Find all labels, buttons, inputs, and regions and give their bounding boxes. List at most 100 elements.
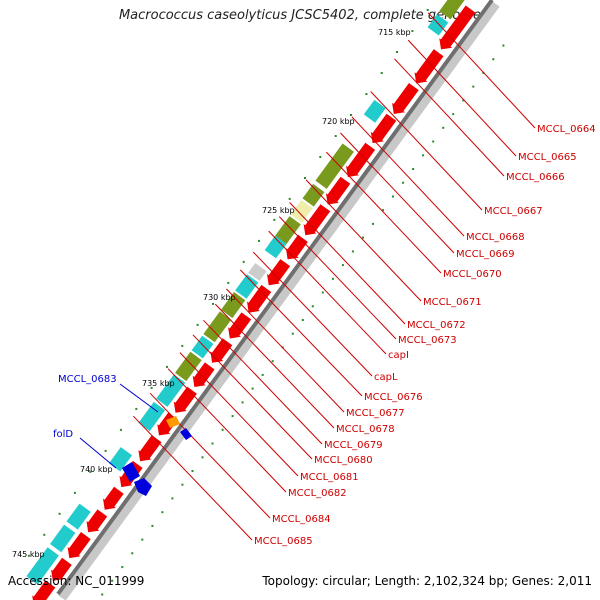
connector-line: [192, 334, 313, 460]
gene-label-mccl-0669: MCCL_0669: [456, 249, 515, 260]
gene-label-mccl-0680: MCCL_0680: [314, 455, 373, 466]
tick-dot: [331, 277, 334, 280]
kbp-label-745: 745 kbp: [12, 550, 45, 559]
tick-dot: [141, 538, 144, 541]
tick-dot: [171, 497, 174, 500]
feature-box-7: [264, 235, 287, 259]
forward-cds-2: [392, 83, 419, 114]
tick-dot: [191, 470, 194, 472]
gene-mccl-0683-feature: [166, 416, 180, 428]
connector-line: [394, 58, 505, 177]
right-gene-labels: MCCL_0664 MCCL_0665 MCCL_0666 MCCL_0667 …: [254, 124, 596, 547]
gene-label-mccl-0666: MCCL_0666: [506, 172, 565, 183]
connector-line: [149, 392, 271, 519]
inner-tick-dot: [273, 218, 276, 221]
inner-tick-dot: [212, 302, 214, 305]
inner-tick-dot: [104, 449, 107, 452]
gene-label-mccl-0684: MCCL_0684: [272, 514, 331, 525]
gene-fold-arrow: [134, 478, 152, 496]
gene-label-mccl-0681: MCCL_0681: [300, 472, 359, 483]
forward-cds-6: [303, 204, 331, 236]
tick-dot: [422, 154, 425, 157]
topology-text: Topology: circular; Length: 2,102,324 bp…: [262, 574, 592, 588]
feature-box-0: [439, 0, 465, 20]
inner-tick-dot: [89, 470, 92, 473]
feature-box-8: [248, 263, 267, 281]
feature-box-1: [427, 14, 449, 36]
tick-dot: [362, 236, 364, 239]
tick-dot: [251, 387, 254, 390]
connector-line: [268, 230, 387, 355]
forward-cds-8: [267, 259, 291, 286]
kbp-label-725: 725 kbp: [262, 206, 295, 215]
feature-box-11: [203, 311, 232, 343]
gene-label-fold: folD: [53, 429, 73, 440]
left-gene-features: MCCL_0683 folD: [53, 374, 192, 496]
tick-dot: [211, 442, 214, 445]
feature-box-14: [156, 374, 186, 407]
kbp-label-715: 715 kbp: [378, 28, 411, 37]
connector-line: [278, 216, 397, 340]
gene-label-mccl-0685: MCCL_0685: [254, 536, 313, 547]
connector-line: [252, 251, 373, 377]
inner-tick-dot: [196, 323, 199, 326]
backbone-shadow: [58, 1, 500, 600]
feature-box-5: [290, 200, 313, 223]
gene-label-mccl-0667: MCCL_0667: [484, 206, 543, 217]
inner-tick-dot: [426, 9, 429, 11]
inner-tick-dot: [258, 239, 260, 242]
feature-box-17: [66, 503, 91, 530]
connector-line: [239, 269, 363, 397]
tick-dot: [181, 483, 184, 486]
tick-dot: [201, 456, 204, 459]
inner-tick-dot: [380, 72, 383, 74]
connector-line: [326, 151, 442, 274]
connector-line: [167, 368, 287, 493]
forward-cds-0: [439, 5, 476, 50]
forward-cds-4: [346, 142, 376, 177]
tick-dot: [271, 360, 274, 363]
kbp-label-730: 730 kbp: [203, 293, 236, 302]
inner-tick-dot: [334, 135, 337, 137]
connector-line: [427, 12, 536, 129]
inner-tick-dot: [365, 93, 368, 95]
inner-tick-dot: [43, 533, 46, 536]
connector-line: [289, 202, 406, 325]
gene-fold-box: [122, 462, 140, 482]
connector-fold: [79, 437, 117, 469]
forward-cds-19: [67, 532, 91, 559]
feature-box-15: [138, 401, 166, 432]
connector-line: [340, 132, 455, 254]
accession-text: Accession: NC_011999: [8, 574, 145, 588]
feature-box-18: [50, 524, 76, 553]
tick-dot: [502, 44, 505, 47]
gene-label-mccl-0678: MCCL_0678: [336, 424, 395, 435]
tick-dot: [241, 401, 244, 404]
tick-dot: [341, 264, 344, 267]
backbone-line: [56, 0, 494, 596]
feature-box-3: [315, 143, 354, 189]
connector-line: [407, 39, 517, 157]
connector-mccl-0683: [119, 383, 159, 413]
tick-dot: [412, 168, 415, 170]
connector-line: [179, 352, 299, 477]
gene-label-mccl-0683: MCCL_0683: [58, 374, 117, 385]
inner-tick-dot: [396, 51, 398, 53]
map-title: Macrococcus caseolyticus JCSC5402, compl…: [118, 8, 482, 23]
connector-line: [214, 303, 335, 429]
inner-tick-dot: [227, 281, 230, 284]
feature-box-10: [221, 292, 246, 319]
tick-dot: [311, 305, 314, 308]
inner-tick-dot: [350, 114, 352, 116]
forward-cds-1: [414, 49, 444, 84]
inner-tick-dot: [150, 386, 153, 389]
tick-dot: [231, 415, 234, 418]
gene-label-capl: capL: [374, 372, 398, 383]
forward-cds-5: [326, 176, 351, 205]
forward-cds-track: [32, 5, 476, 600]
gene-label-mccl-0677: MCCL_0677: [346, 408, 405, 419]
tick-dot: [452, 113, 455, 116]
gene-label-mccl-0672: MCCL_0672: [407, 320, 466, 331]
